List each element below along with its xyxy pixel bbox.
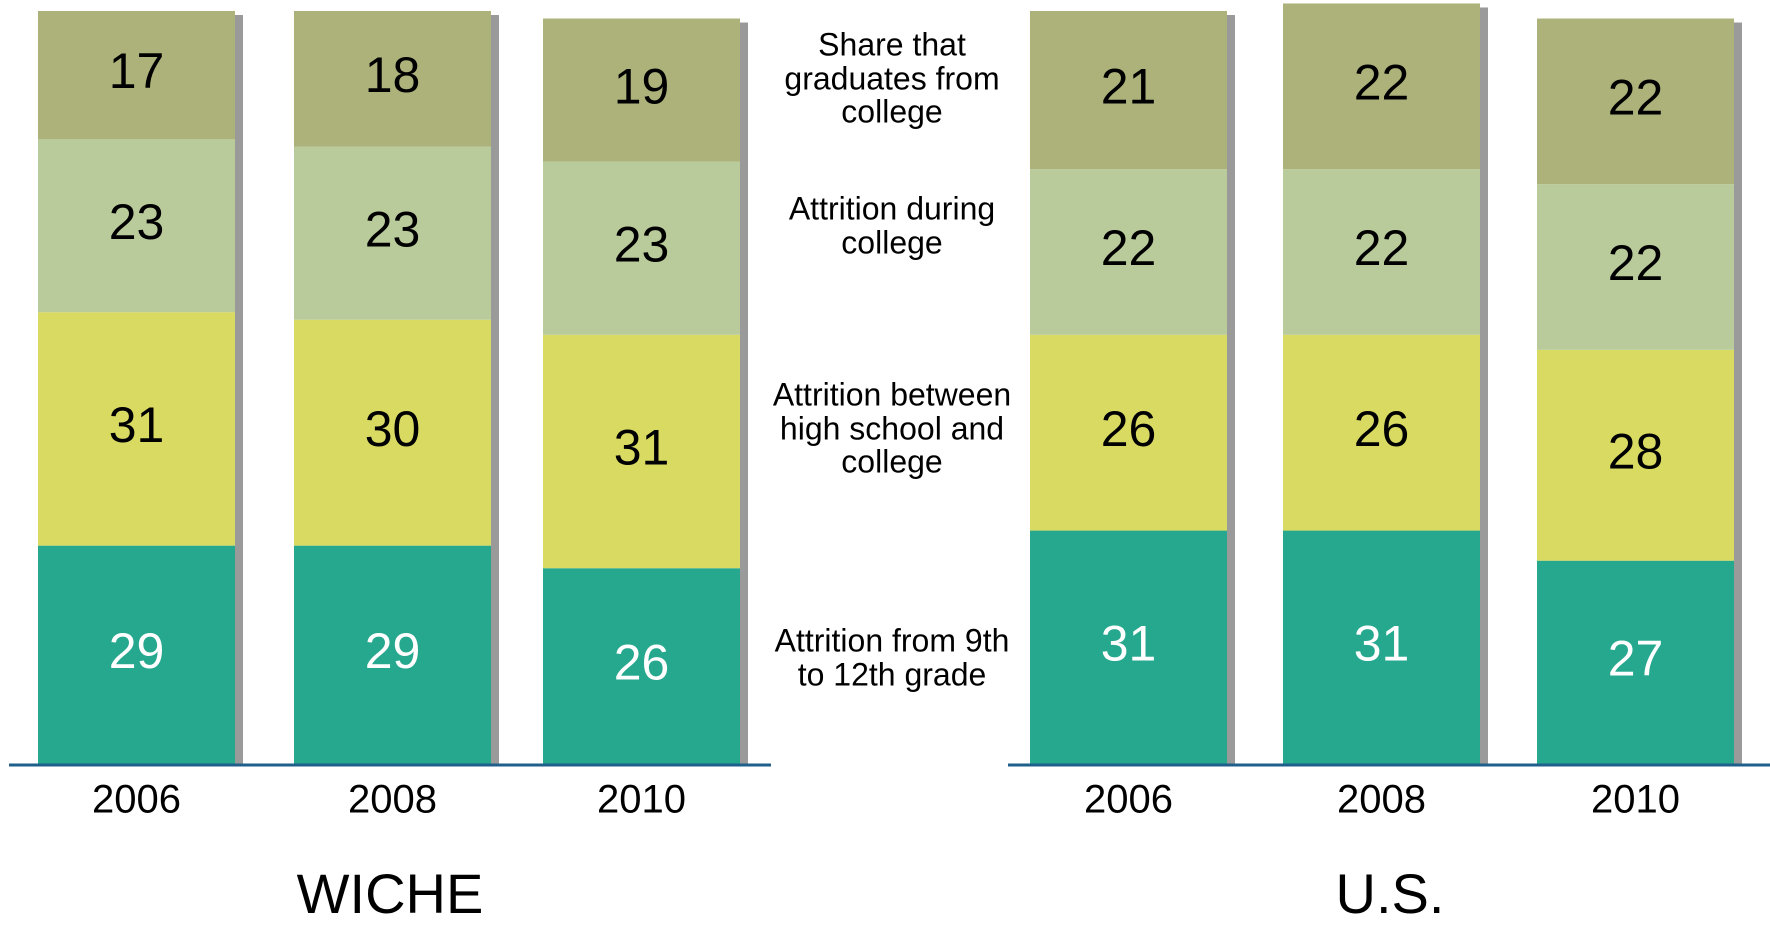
value-label: 31 [109, 397, 165, 453]
bar-segment [1030, 334, 1227, 531]
chart-title: U.S. [1336, 862, 1445, 925]
bar-shadow [1227, 15, 1235, 764]
bar-segment [1537, 349, 1734, 561]
bar-segment [1537, 184, 1734, 350]
bar-segment [38, 11, 235, 140]
bar-segment [1283, 3, 1480, 170]
legend-label: Attrition from 9th to 12th grade [774, 622, 1010, 692]
bar-segment [294, 146, 491, 320]
bar-segment [543, 18, 740, 162]
bar-segment [38, 545, 235, 764]
legend-label: Attrition between high school and colleg… [772, 376, 1012, 480]
bar-segment [1030, 169, 1227, 335]
bar-segment [38, 312, 235, 546]
value-label: 22 [1608, 235, 1664, 291]
value-label: 31 [614, 420, 670, 476]
bar-segment [543, 334, 740, 569]
value-label: 23 [365, 201, 421, 257]
bar-shadow [740, 22, 748, 764]
bar-segment [38, 139, 235, 313]
value-label: 19 [614, 58, 670, 114]
value-label: 27 [1608, 631, 1664, 687]
value-label: 22 [1608, 70, 1664, 126]
value-label: 31 [1354, 615, 1410, 671]
value-label: 18 [365, 47, 421, 103]
bar-segment [1283, 169, 1480, 335]
bar-shadow [491, 15, 499, 764]
bar-segment [1283, 530, 1480, 764]
bar-segment [294, 545, 491, 764]
bar-segment [543, 161, 740, 335]
x-tick-label: 2006 [92, 778, 181, 822]
bar-segment [1283, 334, 1480, 531]
value-label: 26 [1354, 401, 1410, 457]
x-tick-label: 2008 [348, 778, 437, 822]
value-label: 23 [109, 194, 165, 250]
bar-segment [1537, 560, 1734, 764]
value-label: 17 [109, 43, 165, 99]
value-label: 22 [1354, 220, 1410, 276]
bar-segment [294, 319, 491, 546]
value-label: 29 [109, 623, 165, 679]
chart-title: WICHE [297, 862, 484, 925]
x-tick-label: 2010 [1591, 778, 1680, 822]
bar-shadow [235, 15, 243, 764]
value-label: 31 [1101, 615, 1157, 671]
bar-segment [1030, 11, 1227, 170]
x-tick-label: 2008 [1337, 778, 1426, 822]
bar-shadow [1480, 7, 1488, 765]
legend-label: Attrition during college [788, 190, 996, 260]
bar-shadow [1734, 22, 1742, 764]
x-tick-label: 2010 [597, 778, 686, 822]
value-label: 28 [1608, 423, 1664, 479]
value-label: 30 [365, 401, 421, 457]
value-label: 26 [614, 634, 670, 690]
bar-segment [294, 11, 491, 147]
legend-label: Share that graduates from college [784, 26, 1000, 130]
value-label: 29 [365, 623, 421, 679]
value-label: 21 [1101, 58, 1157, 114]
x-tick-label: 2006 [1084, 778, 1173, 822]
bar-segment [1030, 530, 1227, 764]
value-label: 22 [1354, 55, 1410, 111]
bar-segment [1537, 18, 1734, 185]
value-label: 26 [1101, 401, 1157, 457]
value-label: 23 [614, 216, 670, 272]
value-label: 22 [1101, 220, 1157, 276]
bar-segment [543, 568, 740, 764]
